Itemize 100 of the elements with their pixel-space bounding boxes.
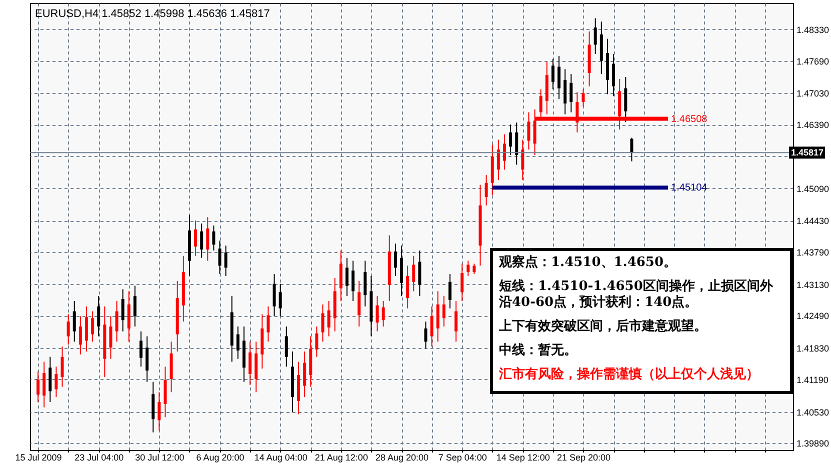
y-tick-label: 1.47690 <box>796 56 830 66</box>
candlestick <box>66 314 70 346</box>
candlestick <box>472 263 476 275</box>
y-tick-label: 1.41830 <box>796 344 830 354</box>
candlestick <box>248 341 252 386</box>
candlestick <box>564 68 567 115</box>
candlestick <box>121 288 124 332</box>
candlestick <box>364 260 367 307</box>
candlestick <box>91 310 94 342</box>
x-tick-label: 21 Sep 20:00 <box>556 452 611 462</box>
candlestick <box>594 18 597 54</box>
y-tick-label: 1.43790 <box>796 247 830 258</box>
candlestick <box>521 139 524 180</box>
candlestick <box>551 58 554 90</box>
candlestick <box>206 216 210 262</box>
candlestick <box>570 74 573 113</box>
candlestick <box>60 346 64 388</box>
candlestick <box>266 306 270 342</box>
candlestick <box>418 250 422 297</box>
x-tick-label: 6 Aug 20:00 <box>196 452 244 462</box>
chart-title: EURUSD,H4 1.45852 1.45998 1.45636 1.45817 <box>35 8 270 20</box>
x-tick-label: 15 Jul 2009 <box>15 452 62 462</box>
candlestick <box>278 283 282 317</box>
candlestick <box>484 174 488 206</box>
candlestick <box>448 274 452 309</box>
candlestick <box>612 53 616 97</box>
x-tick-label: 28 Aug 20:00 <box>375 452 429 462</box>
candlestick <box>454 300 458 342</box>
y-tick-label: 1.44430 <box>796 216 830 226</box>
candlestick <box>133 285 136 327</box>
x-tick-label: 14 Aug 04:00 <box>254 452 308 462</box>
candlestick <box>358 280 361 327</box>
candlestick <box>624 76 628 123</box>
candlestick <box>97 296 100 337</box>
candlestick <box>394 243 397 277</box>
candlestick <box>582 88 585 107</box>
x-tick-label: 21 Aug 12:00 <box>314 452 368 462</box>
ref-line-label: 1.45817 <box>791 148 824 158</box>
annotation: 汇市有风险，操作需谨慎（以上仅个人浅见） <box>499 367 760 383</box>
candlestick <box>272 274 276 317</box>
candlestick <box>527 112 530 150</box>
candlestick <box>345 257 348 297</box>
candlestick <box>146 336 149 382</box>
candlestick <box>84 306 88 352</box>
candlestick <box>321 304 324 342</box>
candlestick <box>200 223 204 258</box>
candlestick <box>430 306 434 348</box>
candlestick <box>54 366 58 398</box>
candlestick <box>630 137 634 162</box>
candlestick <box>36 371 40 402</box>
annotation: 观察点：1.4510、1.4650。 <box>499 255 678 271</box>
candlestick <box>236 326 240 360</box>
candlestick <box>224 245 228 277</box>
data-label: 1.45104 <box>671 182 708 194</box>
candlestick <box>158 392 161 431</box>
data-label: 1.46508 <box>671 114 708 125</box>
candlestick <box>48 356 52 402</box>
candlestick <box>406 265 410 309</box>
candlestick <box>194 220 198 256</box>
candlestick <box>412 255 416 292</box>
x-tick-label: 23 Jul 04:00 <box>74 452 124 462</box>
y-tick-label: 1.41190 <box>796 374 828 385</box>
x-tick-label: 14 Sep 12:00 <box>496 452 550 462</box>
candlestick <box>78 316 82 355</box>
y-tick-label: 1.43130 <box>796 280 830 290</box>
candlestick <box>442 296 446 327</box>
candlestick <box>496 139 500 180</box>
candlestick <box>352 260 355 302</box>
candlestick <box>218 240 222 275</box>
candlestick <box>315 326 318 358</box>
candlestick <box>327 300 330 337</box>
candlestick <box>460 263 464 302</box>
candlestick <box>515 122 518 166</box>
annotation: 上下有效突破区间，后市建意观望。 <box>499 319 708 335</box>
candlestick <box>72 300 76 342</box>
y-tick-label: 1.40530 <box>796 407 830 418</box>
candlestick <box>115 300 118 342</box>
candlestick <box>558 55 561 100</box>
candlestick <box>509 124 512 156</box>
y-tick-label: 1.42490 <box>796 311 830 322</box>
candlestick <box>382 300 385 327</box>
y-tick-label: 1.46390 <box>796 120 830 130</box>
candlestick <box>502 134 506 170</box>
annotation: 中线：暂无。 <box>499 343 578 359</box>
candlestick <box>303 350 306 398</box>
y-tick-label: 1.48330 <box>796 24 830 35</box>
y-tick-label: 1.45090 <box>796 184 830 194</box>
candlestick <box>109 316 112 360</box>
candlestick <box>466 260 470 277</box>
y-tick-label: 1.39890 <box>796 438 830 449</box>
annotation: 短线：1.4510-1.4650区间操作，止损区间外沿40-60点，预计获利：140点。 <box>499 279 774 311</box>
y-tick-label: 1.47030 <box>796 88 830 99</box>
candlestick <box>376 296 379 332</box>
candlestick <box>42 361 46 408</box>
x-tick-label: 7 Sep 04:00 <box>438 452 487 462</box>
candlestick <box>424 321 428 350</box>
x-tick-label: 30 Jul 12:00 <box>135 452 184 462</box>
candlestick <box>284 326 288 368</box>
candlestick <box>212 225 216 252</box>
candlestick <box>140 330 143 368</box>
